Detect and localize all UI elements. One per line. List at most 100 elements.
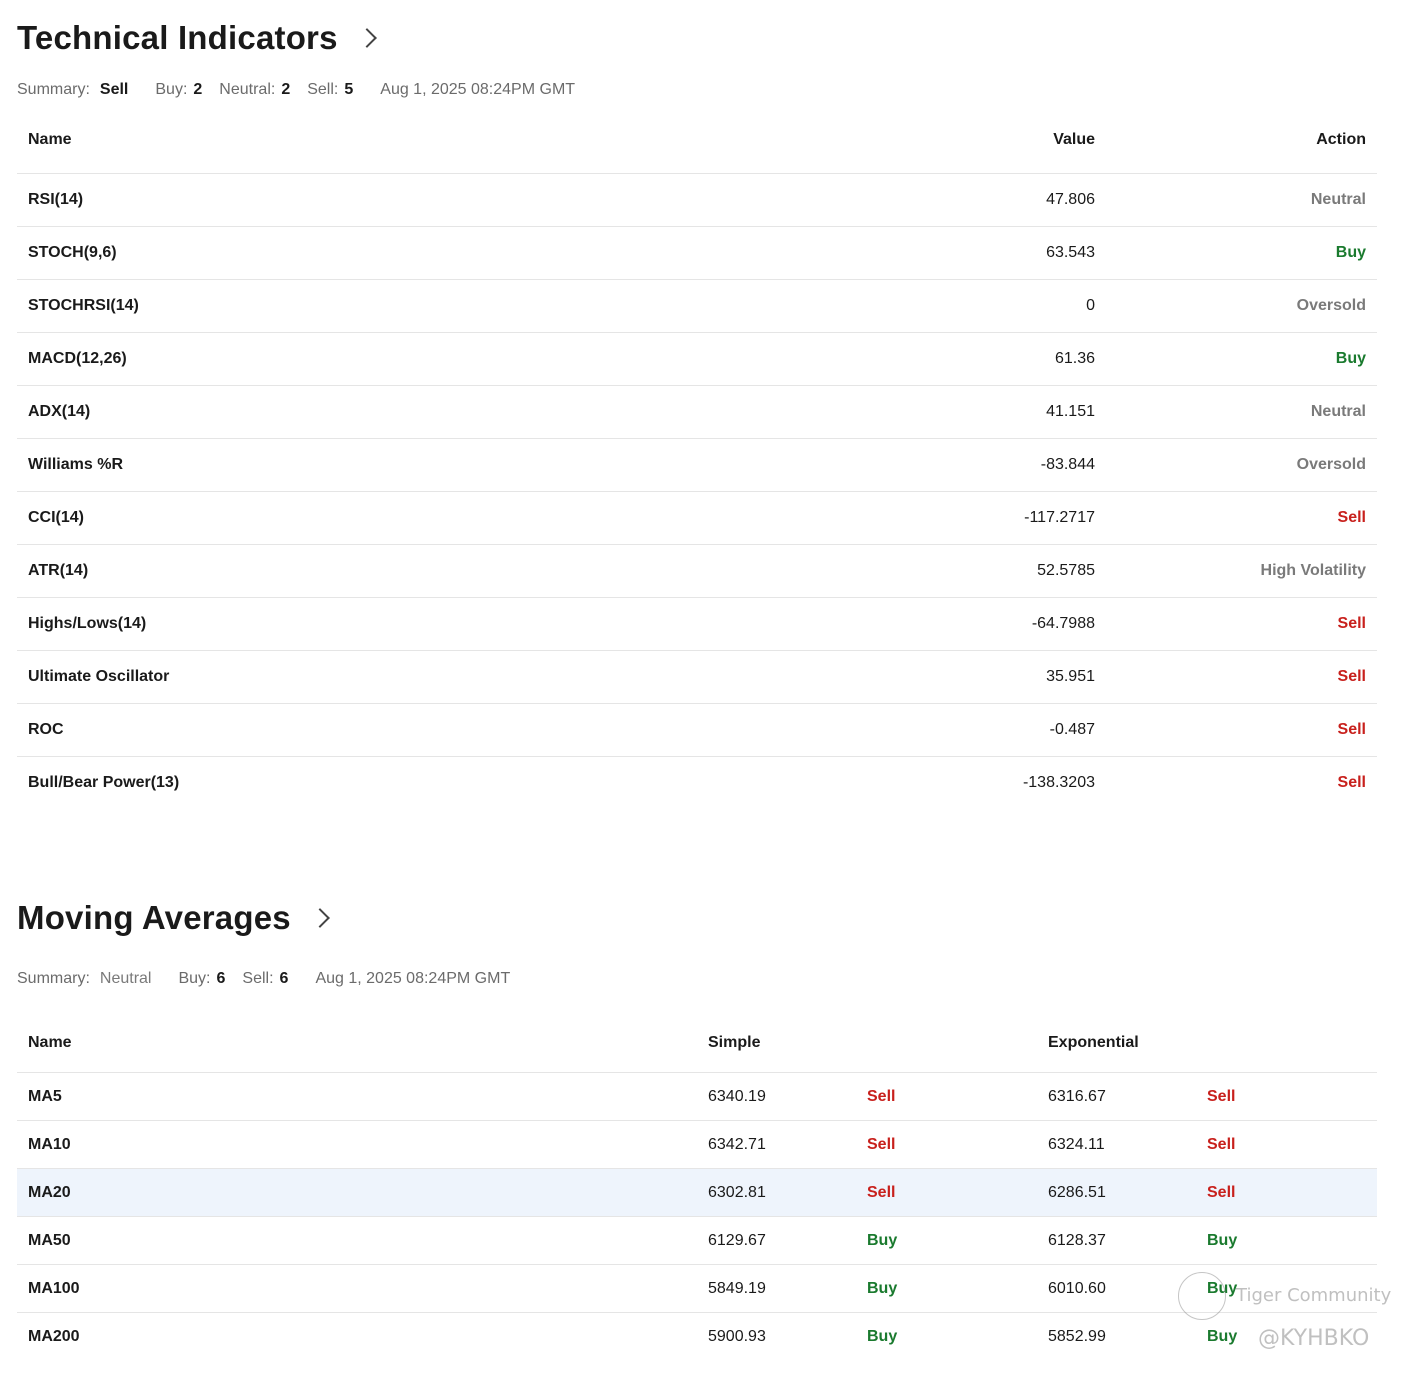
- summary-timestamp: Aug 1, 2025 08:24PM GMT: [380, 81, 576, 98]
- sell-count: 6: [279, 970, 289, 987]
- table-row[interactable]: ADX(14) 41.151 Neutral: [17, 385, 1377, 439]
- col-header-simple-action: [856, 1014, 1037, 1073]
- indicator-name: Highs/Lows(14): [17, 597, 817, 651]
- ma-simple-action: Sell: [856, 1072, 1037, 1121]
- indicator-value: 0: [817, 279, 1106, 333]
- ma-simple-action: Buy: [856, 1216, 1037, 1265]
- indicator-name: MACD(12,26): [17, 332, 817, 386]
- summary-value: Sell: [99, 81, 129, 98]
- table-row[interactable]: ATR(14) 52.5785 High Volatility: [17, 544, 1377, 598]
- indicator-value: 52.5785: [817, 544, 1106, 598]
- indicator-name: Ultimate Oscillator: [17, 650, 817, 704]
- table-row[interactable]: Ultimate Oscillator 35.951 Sell: [17, 650, 1377, 704]
- indicator-name: Bull/Bear Power(13): [17, 756, 817, 809]
- indicator-name: ATR(14): [17, 544, 817, 598]
- indicator-action: Neutral: [1106, 173, 1377, 227]
- ma-name: MA50: [17, 1216, 697, 1265]
- neutral-count-label: Neutral:: [219, 81, 276, 98]
- indicator-action: Sell: [1106, 756, 1377, 809]
- indicator-action: Sell: [1106, 650, 1377, 704]
- indicator-name: Williams %R: [17, 438, 817, 492]
- table-header-row: Name Value Action: [17, 107, 1377, 174]
- indicator-name: ROC: [17, 703, 817, 757]
- table-row[interactable]: Williams %R -83.844 Oversold: [17, 438, 1377, 492]
- indicator-value: -138.3203: [817, 756, 1106, 809]
- indicator-value: 63.543: [817, 226, 1106, 280]
- ma-exp-action: Buy: [1196, 1312, 1377, 1360]
- summary-value: Neutral: [99, 970, 152, 987]
- col-header-simple: Simple: [708, 1034, 761, 1051]
- table-row[interactable]: MA5 6340.19 Sell 6316.67 Sell: [17, 1072, 1377, 1121]
- table-row[interactable]: MA50 6129.67 Buy 6128.37 Buy: [17, 1216, 1377, 1265]
- indicator-value: -83.844: [817, 438, 1106, 492]
- buy-count: 2: [193, 81, 203, 98]
- technical-indicators-section: Technical Indicators Summary: Sell Buy: …: [17, 16, 1377, 809]
- indicator-value: 47.806: [817, 173, 1106, 227]
- indicator-action: High Volatility: [1106, 544, 1377, 598]
- ma-simple-value: 6302.81: [697, 1168, 856, 1217]
- indicator-name: ADX(14): [17, 385, 817, 439]
- ma-exp-action: Sell: [1196, 1072, 1377, 1121]
- chevron-right-icon[interactable]: [356, 28, 377, 48]
- ma-simple-value: 6129.67: [697, 1216, 856, 1265]
- indicator-action: Neutral: [1106, 385, 1377, 439]
- table-row[interactable]: STOCHRSI(14) 0 Oversold: [17, 279, 1377, 333]
- moving-averages-title: Moving Averages: [17, 899, 291, 936]
- ma-simple-value: 5849.19: [697, 1264, 856, 1313]
- buy-count: 6: [216, 970, 226, 987]
- indicator-action: Buy: [1106, 226, 1377, 280]
- indicator-value: -0.487: [817, 703, 1106, 757]
- sell-count-label: Sell:: [307, 81, 339, 98]
- table-row[interactable]: ROC -0.487 Sell: [17, 703, 1377, 757]
- indicator-name: STOCHRSI(14): [17, 279, 817, 333]
- watermark-brand: Tiger Community: [1236, 1285, 1392, 1306]
- table-row[interactable]: CCI(14) -117.2717 Sell: [17, 491, 1377, 545]
- table-row[interactable]: MACD(12,26) 61.36 Buy: [17, 332, 1377, 386]
- table-row[interactable]: STOCH(9,6) 63.543 Buy: [17, 226, 1377, 280]
- ma-exp-value: 6010.60: [1037, 1264, 1196, 1313]
- tiger-logo-icon: [1178, 1272, 1226, 1320]
- indicator-value: 41.151: [817, 385, 1106, 439]
- ma-name: MA200: [17, 1312, 697, 1360]
- indicator-action: Sell: [1106, 703, 1377, 757]
- summary-label: Summary:: [17, 81, 90, 98]
- sell-count: 5: [344, 81, 354, 98]
- indicator-value: 35.951: [817, 650, 1106, 704]
- summary-timestamp: Aug 1, 2025 08:24PM GMT: [315, 970, 511, 987]
- ma-simple-action: Sell: [856, 1120, 1037, 1169]
- moving-averages-header: Moving Averages: [17, 896, 1377, 940]
- neutral-count: 2: [281, 81, 291, 98]
- indicator-value: -117.2717: [817, 491, 1106, 545]
- ma-exp-value: 6128.37: [1037, 1216, 1196, 1265]
- table-header-row: Name Simple Exponential: [17, 1014, 1377, 1073]
- summary-label: Summary:: [17, 970, 90, 987]
- table-row[interactable]: MA100 5849.19 Buy 6010.60 Buy: [17, 1264, 1377, 1313]
- technical-indicators-table: Name Value Action RSI(14) 47.806 Neutral ST…: [17, 107, 1377, 809]
- technical-indicators-title: Technical Indicators: [17, 19, 338, 56]
- ma-simple-action: Buy: [856, 1264, 1037, 1313]
- ma-name: MA5: [17, 1072, 697, 1121]
- sell-count-label: Sell:: [242, 970, 274, 987]
- indicator-action: Oversold: [1106, 279, 1377, 333]
- table-row[interactable]: MA10 6342.71 Sell 6324.11 Sell: [17, 1120, 1377, 1169]
- ma-simple-value: 5900.93: [697, 1312, 856, 1360]
- table-row[interactable]: Highs/Lows(14) -64.7988 Sell: [17, 597, 1377, 651]
- table-row[interactable]: MA20 6302.81 Sell 6286.51 Sell: [17, 1168, 1377, 1217]
- col-header-name: Name: [28, 1034, 72, 1051]
- ma-exp-value: 6324.11: [1037, 1120, 1196, 1169]
- col-header-exponential: Exponential: [1048, 1034, 1139, 1051]
- col-header-value: Value: [1053, 131, 1095, 148]
- indicator-action: Oversold: [1106, 438, 1377, 492]
- ma-exp-action: Sell: [1196, 1168, 1377, 1217]
- indicator-value: 61.36: [817, 332, 1106, 386]
- table-row[interactable]: MA200 5900.93 Buy 5852.99 Buy: [17, 1312, 1377, 1360]
- table-row[interactable]: RSI(14) 47.806 Neutral: [17, 173, 1377, 227]
- buy-count-label: Buy:: [178, 970, 211, 987]
- chevron-right-icon[interactable]: [309, 908, 330, 928]
- indicator-action: Buy: [1106, 332, 1377, 386]
- ma-exp-value: 5852.99: [1037, 1312, 1196, 1360]
- ma-simple-value: 6342.71: [697, 1120, 856, 1169]
- indicator-action: Sell: [1106, 491, 1377, 545]
- ma-exp-value: 6286.51: [1037, 1168, 1196, 1217]
- table-row[interactable]: Bull/Bear Power(13) -138.3203 Sell: [17, 756, 1377, 809]
